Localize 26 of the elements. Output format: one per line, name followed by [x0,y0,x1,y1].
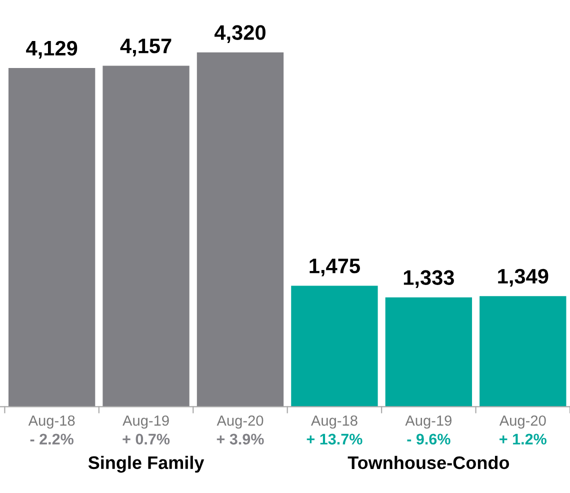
data-label: 4,129 [26,40,78,59]
bar [385,297,472,407]
bar [8,68,96,407]
bar [196,52,284,407]
text: Single Family [88,456,204,473]
x-tick-label: Aug-19 [122,415,169,429]
data-label: 1,349 [498,268,548,287]
x-tick-label: Aug-18 [28,415,75,429]
data-label: 1,475 [310,258,360,276]
text: + 1.2% [500,434,546,445]
text: Townhouse-Condo [348,456,510,470]
x-tick-label: Aug-20 [216,415,264,429]
data-label: 4,320 [214,25,266,43]
x-tick-label: Aug-20 [499,415,546,429]
bar [291,286,378,407]
data-label: 1,333 [404,270,454,288]
text: - 9.6% [407,434,450,445]
bar [102,66,190,407]
text: + 3.9% [216,434,264,445]
text: + 0.7% [122,434,170,445]
x-tick-label: Aug-19 [405,415,452,429]
text: + 13.7% [306,434,362,445]
data-label: 4,157 [120,38,172,56]
text: - 2.2% [30,434,74,445]
bar [480,296,566,407]
x-tick-label: Aug-18 [310,415,358,429]
